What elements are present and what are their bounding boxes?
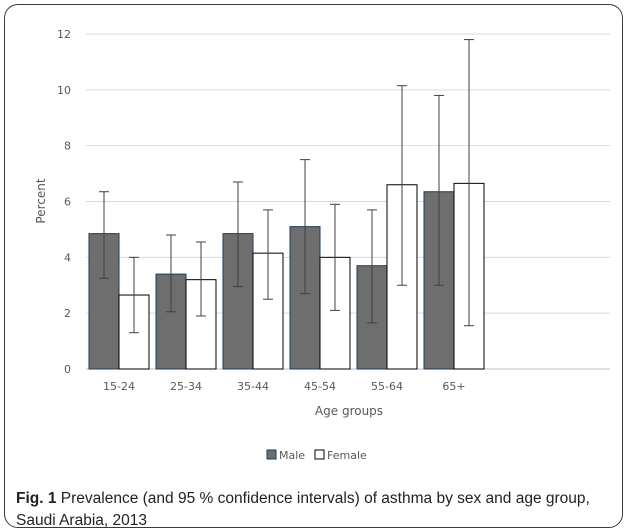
x-tick-label: 25-34 (170, 380, 202, 393)
legend-item-male: Male (266, 449, 305, 462)
y-axis-title: Percent (34, 178, 48, 223)
error-bar-female-15-24 (129, 256, 139, 334)
y-tick-label: 6 (64, 196, 71, 209)
error-bar-female-35-44 (263, 209, 273, 300)
error-bar-male-15-24 (99, 191, 109, 279)
x-tick-labels: 15-24 25-34 35-44 45-54 55-64 65+ (103, 380, 466, 393)
y-tick-label: 4 (64, 251, 71, 264)
legend-label: Female (327, 449, 367, 462)
x-axis-title: Age groups (315, 404, 383, 418)
y-tick-labels: 0 2 4 6 8 10 12 (57, 28, 71, 376)
x-tick-label: 15-24 (103, 380, 135, 393)
error-bar-female-65+ (464, 39, 474, 327)
y-tick-label: 8 (64, 140, 71, 153)
legend-swatch (314, 449, 325, 460)
legend-swatch (266, 449, 277, 460)
error-bar-male-55-64 (367, 209, 377, 324)
legend-item-female: Female (314, 449, 367, 462)
error-bar-male-45-54 (300, 159, 310, 295)
error-bar-male-25-34 (166, 234, 176, 313)
error-bar-female-55-64 (397, 85, 407, 286)
y-tick-label: 12 (57, 28, 71, 41)
figure-caption: Fig. 1 Prevalence (and 95 % confidence i… (16, 488, 616, 532)
y-tick-label: 0 (64, 363, 71, 376)
error-bar-male-65+ (434, 94, 444, 286)
caption-label: Fig. 1 (16, 490, 57, 507)
error-bars (99, 39, 474, 334)
y-tick-label: 2 (64, 307, 71, 320)
y-tick-label: 10 (57, 84, 71, 97)
x-tick-label: 55-64 (371, 380, 403, 393)
bar-chart: 0 2 4 6 8 10 12 15-24 25-34 35-44 45-54 55-64 65+ P… (34, 28, 610, 462)
legend-label: Male (279, 449, 305, 462)
caption-text: Prevalence (and 95 % confidence interval… (16, 490, 590, 529)
error-bar-female-25-34 (196, 241, 206, 317)
bars (88, 182, 485, 370)
x-tick-label: 45-54 (304, 380, 336, 393)
legend: Male Female (266, 449, 367, 462)
error-bar-female-45-54 (330, 203, 340, 311)
bar-female-35-44 (252, 252, 284, 370)
error-bar-male-35-44 (233, 181, 243, 288)
x-tick-label: 65+ (442, 380, 465, 393)
x-tick-label: 35-44 (237, 380, 269, 393)
